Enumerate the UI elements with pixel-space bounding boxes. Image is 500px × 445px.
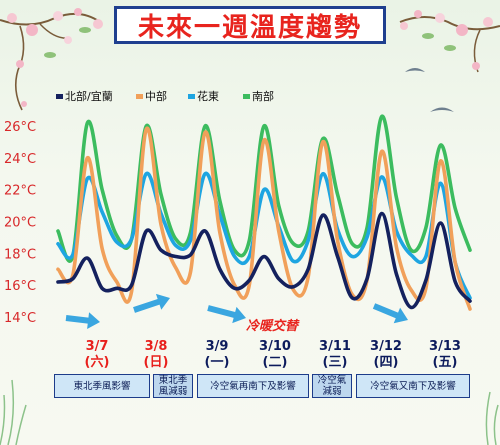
swallow-birds xyxy=(405,68,454,112)
legend-label-south: 南部 xyxy=(252,89,274,103)
blossom-branch-left xyxy=(0,8,103,111)
legend-label-central: 中部 xyxy=(145,89,167,103)
event-text: 冷空氣 xyxy=(317,375,347,386)
legend-label-east: 花東 xyxy=(197,90,219,103)
day-weekday: (日) xyxy=(143,355,169,370)
trend-arrow-icon xyxy=(207,305,246,324)
day-label: 3/13 (五) xyxy=(415,339,475,371)
y-tick-label: 22°C xyxy=(4,184,36,199)
legend-swatch-south xyxy=(243,94,250,99)
y-tick-label: 24°C xyxy=(4,152,36,167)
day-date: 3/13 xyxy=(429,339,461,354)
y-tick-label: 20°C xyxy=(4,216,36,231)
day-date: 3/11 xyxy=(319,339,351,354)
day-label: 3/7 (六) xyxy=(67,339,127,371)
event-box: 冷空氣又南下及影響 xyxy=(356,374,470,398)
day-date: 3/9 xyxy=(205,339,229,354)
series-lines xyxy=(56,114,472,311)
event-text: 減弱 xyxy=(322,386,342,397)
day-label: 3/10 (二) xyxy=(245,339,305,371)
y-tick-label: 14°C xyxy=(4,311,36,326)
trend-arrows xyxy=(65,293,408,329)
y-tick-label: 18°C xyxy=(4,247,36,262)
day-label: 3/9 (一) xyxy=(187,339,247,371)
day-weekday: (二) xyxy=(262,355,288,370)
event-text: 冷空氣再南下及影響 xyxy=(210,380,296,392)
blossom-branch-right xyxy=(399,10,500,73)
annotation-text: 冷暖交替 xyxy=(246,318,300,334)
grass-decoration xyxy=(0,379,499,445)
day-label: 3/12 (四) xyxy=(356,339,416,371)
chart-legend: 北部/宜蘭 中部 花東 南部 xyxy=(56,89,274,103)
day-date: 3/8 xyxy=(144,339,168,354)
event-box: 東北季風影響 xyxy=(54,374,150,398)
day-weekday: (六) xyxy=(84,355,110,370)
day-date: 3/12 xyxy=(370,339,402,354)
series-line-south xyxy=(56,114,472,263)
event-text: 風減弱 xyxy=(158,386,188,397)
legend-swatch-north xyxy=(56,94,63,99)
legend-swatch-east xyxy=(188,94,195,99)
series-line-east xyxy=(56,171,472,300)
trend-arrow-icon xyxy=(372,303,408,324)
event-box: 冷空氣 減弱 xyxy=(312,374,352,398)
day-date: 3/7 xyxy=(85,339,109,354)
series-line-central xyxy=(56,126,472,311)
title-box: 未來一週溫度趨勢 xyxy=(114,6,386,44)
day-label: 3/8 (日) xyxy=(126,339,186,371)
day-date: 3/10 xyxy=(259,339,291,354)
day-weekday: (四) xyxy=(373,355,399,370)
day-weekday: (一) xyxy=(204,355,230,370)
series-line-north xyxy=(56,211,472,310)
trend-arrow-icon xyxy=(133,293,170,313)
y-tick-label: 16°C xyxy=(4,279,36,294)
day-weekday: (五) xyxy=(432,355,458,370)
event-text: 東北季 xyxy=(158,375,188,386)
event-box: 東北季 風減弱 xyxy=(153,374,193,398)
day-weekday: (三) xyxy=(322,355,348,370)
legend-swatch-central xyxy=(136,94,143,99)
day-label: 3/11 (三) xyxy=(305,339,365,371)
event-text: 冷空氣又南下及影響 xyxy=(370,380,456,392)
event-box: 冷空氣再南下及影響 xyxy=(197,374,309,398)
y-axis-ticks: 14°C 16°C 18°C 20°C 22°C 24°C 26°C xyxy=(4,120,36,326)
legend-label-north: 北部/宜蘭 xyxy=(65,89,113,103)
trend-arrow-icon xyxy=(65,312,100,329)
page-title: 未來一週溫度趨勢 xyxy=(137,12,362,43)
y-tick-label: 26°C xyxy=(4,120,36,135)
event-text: 東北季風影響 xyxy=(73,380,131,392)
